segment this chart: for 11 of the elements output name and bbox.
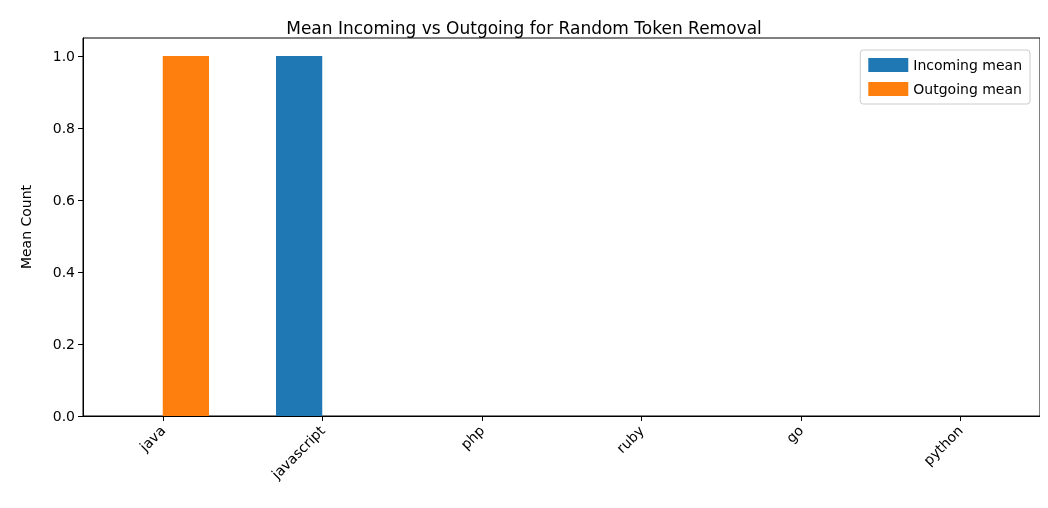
y-tick-label: 0.4 xyxy=(52,264,76,280)
x-tick-label: go xyxy=(782,422,807,446)
y-tick-label: 0.0 xyxy=(52,408,75,424)
y-tick-label: 0.2 xyxy=(52,336,75,352)
y-tick-label: 1.0 xyxy=(52,48,75,64)
chart-title: Mean Incoming vs Outgoing for Random Token Removal xyxy=(286,17,762,38)
y-tick-label: 0.8 xyxy=(52,120,75,136)
y-axis-title: Mean Count xyxy=(18,184,34,270)
legend-label: Outgoing mean xyxy=(913,81,1022,97)
legend-label: Incoming mean xyxy=(913,57,1023,73)
y-tick-label: 0.6 xyxy=(52,192,76,208)
